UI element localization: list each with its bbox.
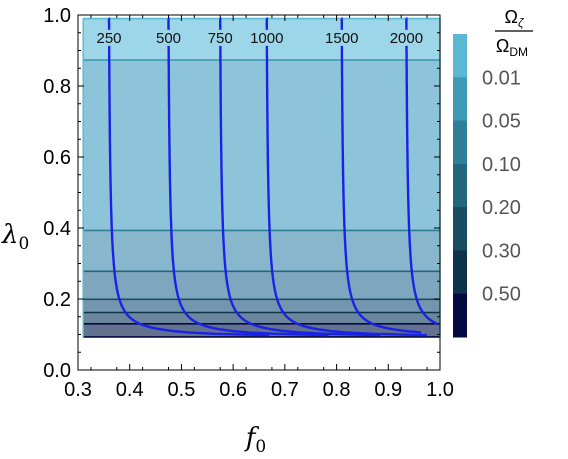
- legend: 0.01 0.05 0.10 0.20 0.30 0.50 Ωζ ΩDM: [453, 7, 533, 338]
- contour-line-250: [107, 17, 270, 337]
- contour-label-bg: [94, 29, 124, 46]
- legend-title-denominator-sub: DM: [509, 45, 528, 59]
- legend-title-numerator: Ωζ: [504, 7, 524, 30]
- x-tick-label: 0.5: [168, 379, 196, 401]
- contour-label-bg: [153, 29, 184, 46]
- contour-line-750: [219, 17, 381, 337]
- legend-swatch: [453, 163, 467, 208]
- contour-label-bg: [387, 29, 426, 46]
- contour-line-500: [167, 17, 329, 337]
- x-axis-ticks: 0.3 0.4 0.5 0.6 0.7 0.8 0.9 1.0: [64, 15, 454, 401]
- y-tick-label: 1.0: [43, 5, 71, 27]
- region-band: [83, 312, 441, 324]
- legend-swatch: [453, 120, 467, 165]
- x-tick-label: 0.4: [116, 379, 144, 401]
- contour-line-1000: [265, 17, 427, 337]
- x-axis-label: f0: [244, 423, 266, 457]
- contour-label-250: 250: [97, 30, 122, 47]
- legend-label: 0.05: [482, 111, 521, 133]
- contour-label-bg: [247, 29, 286, 46]
- contour-label-1000: 1000: [250, 30, 283, 47]
- legend-title-numerator-sub: ζ: [518, 16, 525, 30]
- y-axis-label-sub: 0: [18, 234, 29, 254]
- x-tick-label: 0.9: [374, 379, 402, 401]
- x-tick-label: 0.6: [219, 379, 247, 401]
- x-tick-label: 0.7: [271, 379, 299, 401]
- filled-region: [82, 17, 441, 339]
- contour-label-2000: 2000: [390, 30, 423, 47]
- x-tick-label: 1.0: [426, 379, 454, 401]
- y-tick-label: 0.6: [43, 147, 71, 169]
- y-tick-label: 0.0: [43, 360, 71, 382]
- legend-label: 0.10: [482, 154, 521, 176]
- contour-line-2000: [405, 17, 438, 325]
- contour-lines: 250 500 750 1000 1500 2000: [94, 17, 438, 337]
- legend-title-denominator: ΩDM: [496, 36, 528, 59]
- region-band: [83, 60, 441, 231]
- contour-line-1500: [340, 17, 422, 334]
- contour-label-1500: 1500: [325, 30, 358, 47]
- y-axis-label: λ0: [1, 220, 29, 254]
- y-tick-label: 0.2: [43, 289, 71, 311]
- region-band: [83, 299, 441, 313]
- y-axis-ticks: 0.0 0.2 0.4 0.6 0.8 1.0: [43, 5, 440, 382]
- region-band: [83, 230, 441, 272]
- x-tick-label: 0.8: [323, 379, 351, 401]
- contour-label-500: 500: [156, 30, 181, 47]
- contour-label-bg: [205, 29, 236, 46]
- y-tick-label: 0.4: [43, 218, 71, 240]
- legend-swatch: [453, 207, 467, 251]
- x-tick-label: 0.3: [64, 379, 92, 401]
- legend-swatch: [453, 77, 467, 122]
- legend-swatch: [453, 34, 467, 78]
- x-axis-label-sub: 0: [255, 437, 266, 457]
- region-band: [83, 271, 441, 300]
- legend-swatch: [453, 293, 467, 338]
- legend-label: 0.20: [482, 197, 521, 219]
- legend-label: 0.50: [482, 284, 521, 306]
- y-tick-label: 0.8: [43, 76, 71, 98]
- legend-label: 0.01: [482, 67, 521, 89]
- contour-label-750: 750: [208, 30, 233, 47]
- legend-swatch: [453, 250, 467, 295]
- legend-label: 0.30: [482, 240, 521, 262]
- contour-label-bg: [322, 29, 361, 46]
